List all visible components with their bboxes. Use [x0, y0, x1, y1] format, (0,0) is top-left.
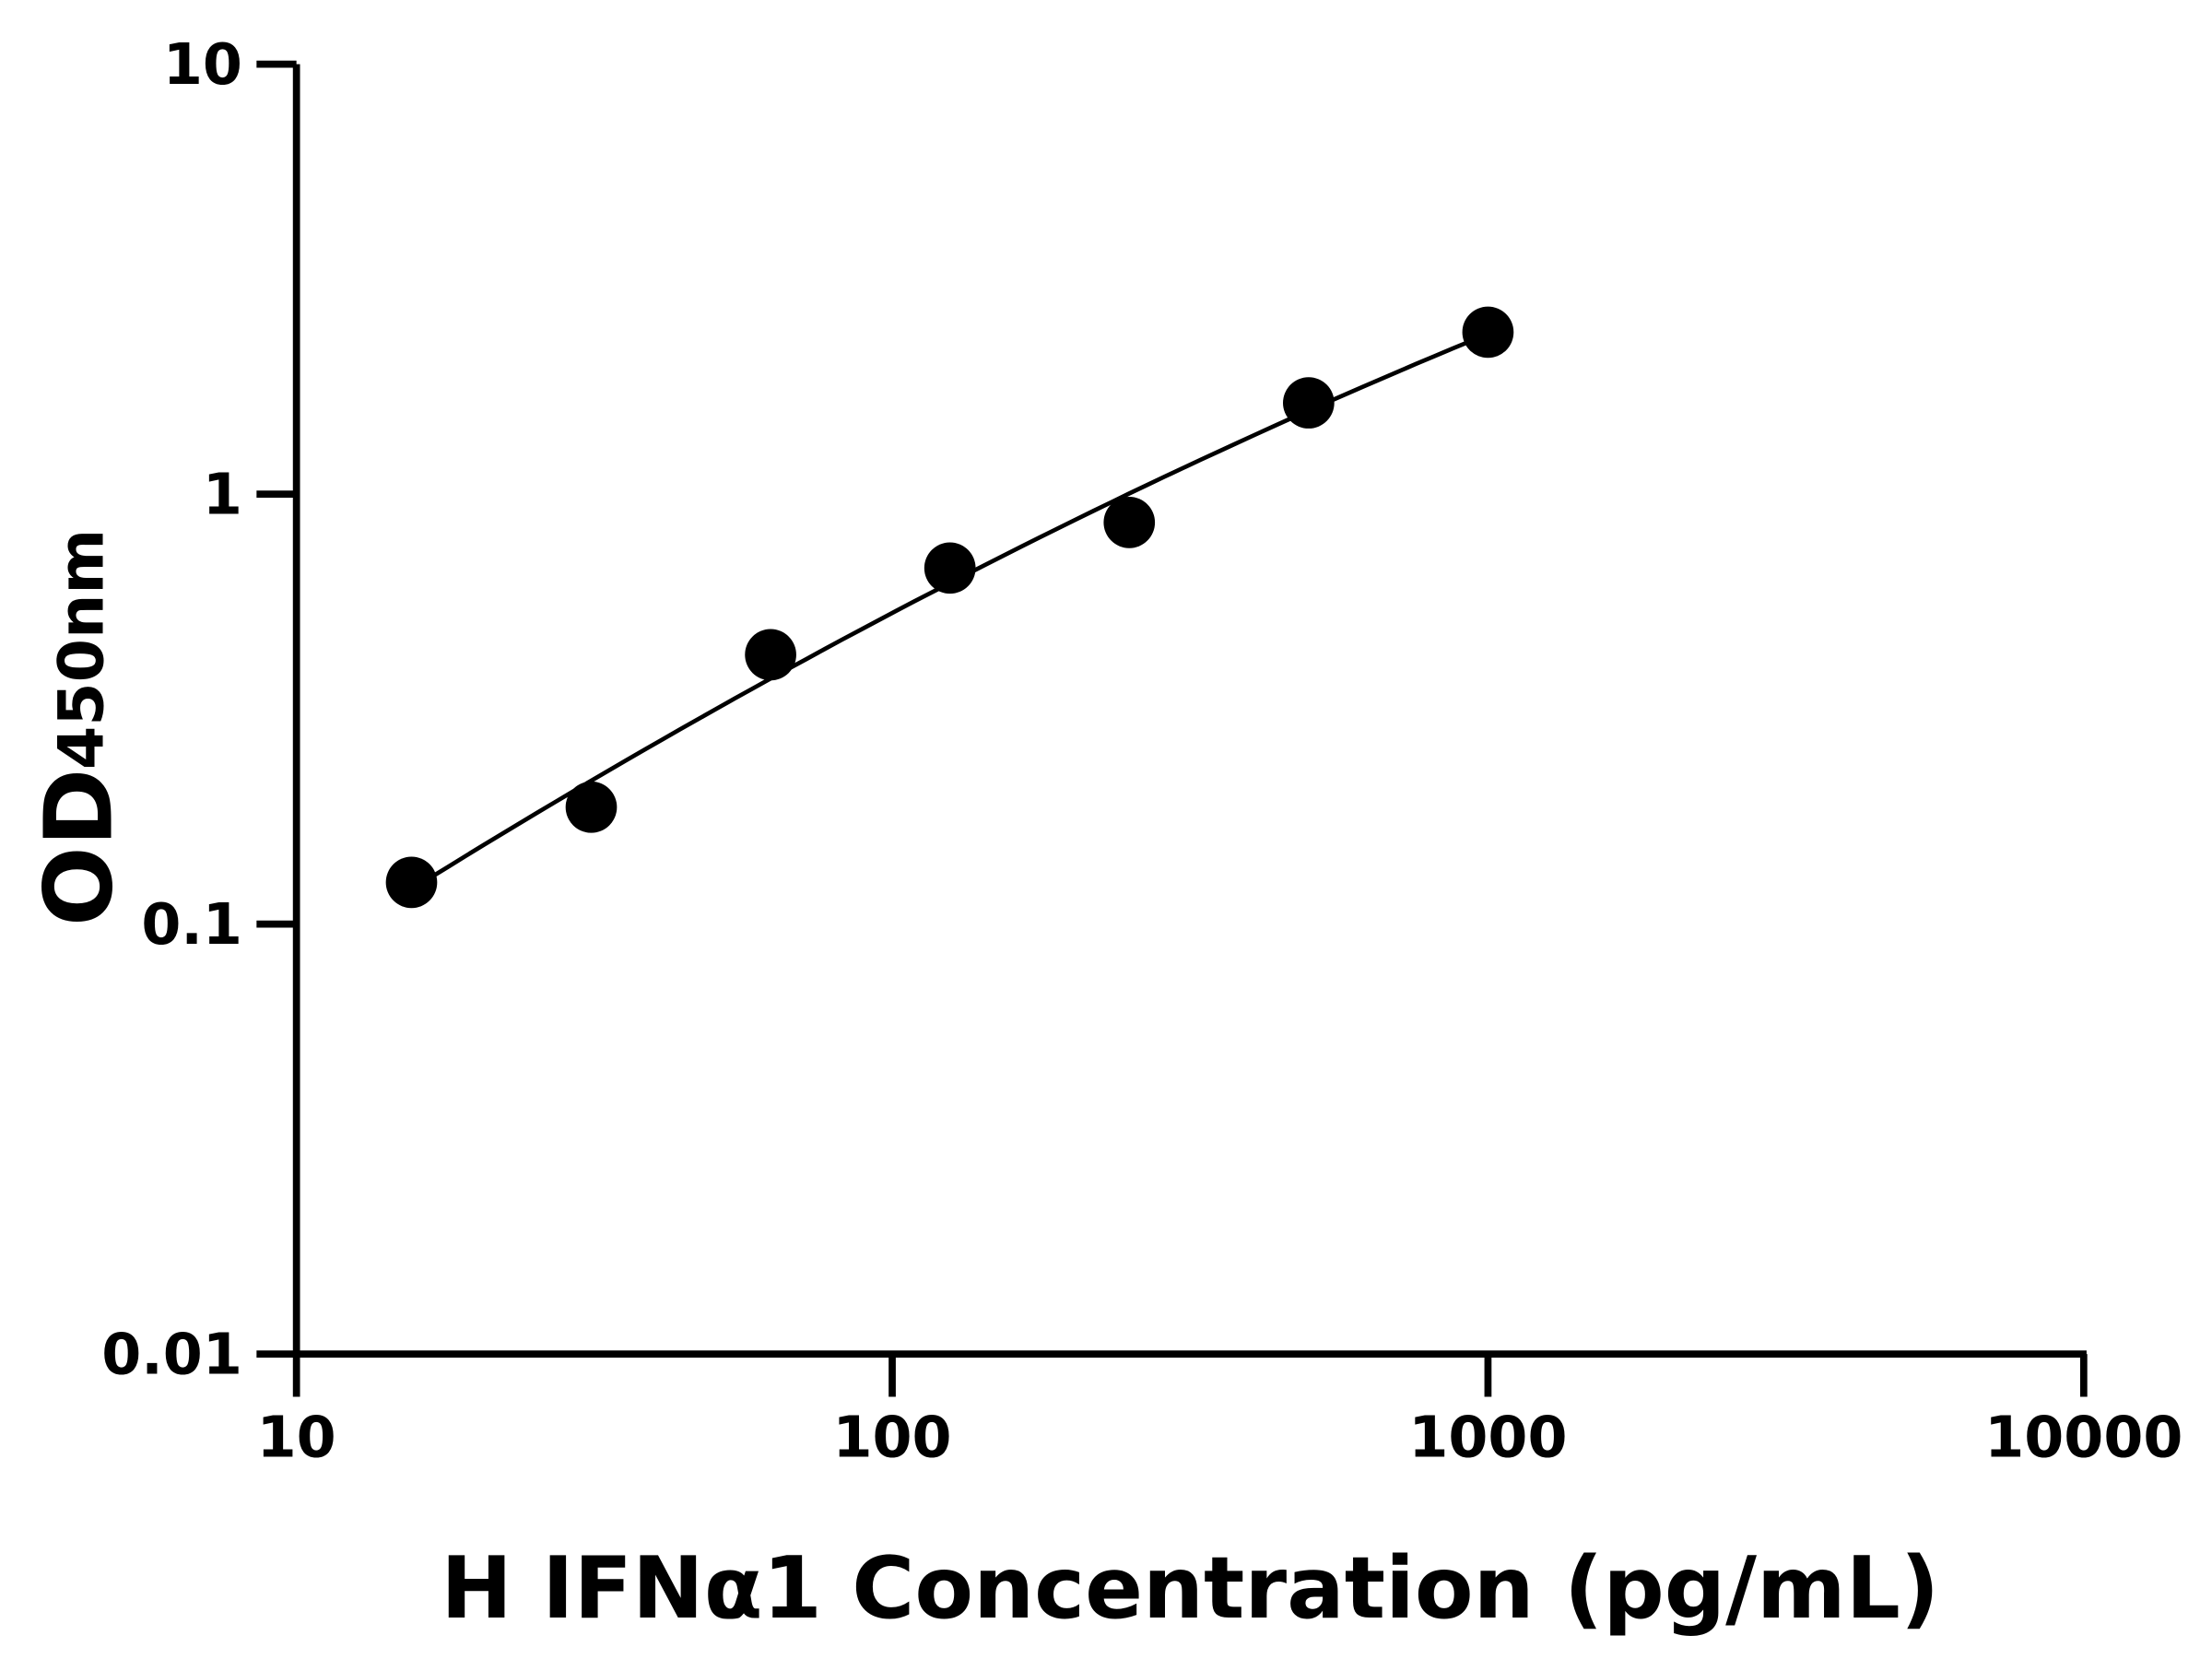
- x-tick-label: 1000: [1408, 1404, 1567, 1470]
- x-axis-label: H IFNα1 Concentration (pg/mL): [441, 1538, 1939, 1638]
- y-axis-label: OD 450nm: [25, 529, 135, 926]
- x-tick-label: 10: [257, 1404, 336, 1470]
- y-axis-label-sub: 450nm: [45, 529, 118, 770]
- x-tick-label: 100: [832, 1404, 951, 1470]
- data-point: [565, 781, 618, 833]
- data-point: [1103, 497, 1156, 548]
- y-tick-label: 1: [203, 462, 242, 528]
- data-point: [745, 629, 796, 681]
- y-tick-label: 10: [163, 31, 242, 98]
- data-point: [1462, 306, 1514, 359]
- y-tick-label: 0.01: [101, 1322, 242, 1388]
- y-tick-label: 0.1: [141, 891, 242, 958]
- data-point: [385, 856, 438, 909]
- x-tick-label: 10000: [1984, 1404, 2183, 1470]
- y-axis-label-main: OD: [25, 769, 135, 926]
- data-points: [385, 306, 1514, 909]
- ticks: 10 100 1000 10000 0.01 0.1 1 10: [101, 31, 2183, 1470]
- axes: [292, 64, 2087, 1358]
- data-point: [1283, 377, 1335, 429]
- data-point: [924, 542, 976, 594]
